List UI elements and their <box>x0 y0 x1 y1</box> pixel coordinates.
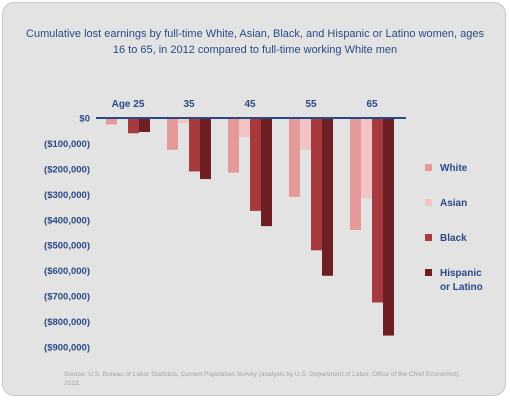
bar-hispanic-or-latino-3 <box>322 118 333 276</box>
legend-swatch-2 <box>425 234 432 241</box>
y-tick-label: ($200,000) <box>44 164 90 175</box>
bar-white-2 <box>228 118 239 173</box>
bar-black-4 <box>372 118 383 303</box>
category-label: 65 <box>366 99 378 110</box>
category-label: 55 <box>305 99 317 110</box>
y-tick-label: ($300,000) <box>44 190 90 201</box>
y-tick-label: $0 <box>79 114 90 125</box>
legend-swatch-1 <box>425 199 432 206</box>
bar-black-1 <box>189 118 200 172</box>
bar-hispanic-or-latino-0 <box>139 118 150 132</box>
y-tick-label: ($500,000) <box>44 241 90 252</box>
legend-swatch-0 <box>425 164 432 171</box>
bar-white-4 <box>350 118 361 230</box>
bar-hispanic-or-latino-2 <box>261 118 272 227</box>
bar-black-3 <box>311 118 322 251</box>
legend-label: White <box>440 163 468 174</box>
source-note: Source: U.S. Bureau of Labor Statistics,… <box>64 371 461 387</box>
y-tick-label: ($600,000) <box>44 266 90 277</box>
legend-label: Black <box>440 233 467 244</box>
legend-swatch-3 <box>425 269 432 276</box>
bar-white-1 <box>167 118 178 150</box>
legend-label: or Latino <box>440 282 483 293</box>
bar-asian-2 <box>239 118 250 138</box>
bar-hispanic-or-latino-1 <box>200 118 211 180</box>
bar-white-0 <box>106 118 117 125</box>
y-tick-label: ($800,000) <box>44 317 90 328</box>
bar-black-2 <box>250 118 261 211</box>
legend-label: Hispanic <box>440 268 482 279</box>
bar-asian-4 <box>361 118 372 199</box>
chart-title: Cumulative lost earnings by full-time Wh… <box>26 28 484 56</box>
bar-white-3 <box>289 118 300 197</box>
bar-black-0 <box>128 118 139 134</box>
y-tick-label: ($100,000) <box>44 139 90 150</box>
category-label: 45 <box>244 99 256 110</box>
category-label: 35 <box>183 99 195 110</box>
y-tick-label: ($700,000) <box>44 292 90 303</box>
legend-label: Asian <box>440 198 467 209</box>
y-tick-label: ($900,000) <box>44 343 90 354</box>
y-tick-label: ($400,000) <box>44 215 90 226</box>
bar-hispanic-or-latino-4 <box>383 118 394 336</box>
category-label: Age 25 <box>112 99 145 110</box>
bar-asian-3 <box>300 118 311 150</box>
bar-asian-1 <box>178 118 189 124</box>
